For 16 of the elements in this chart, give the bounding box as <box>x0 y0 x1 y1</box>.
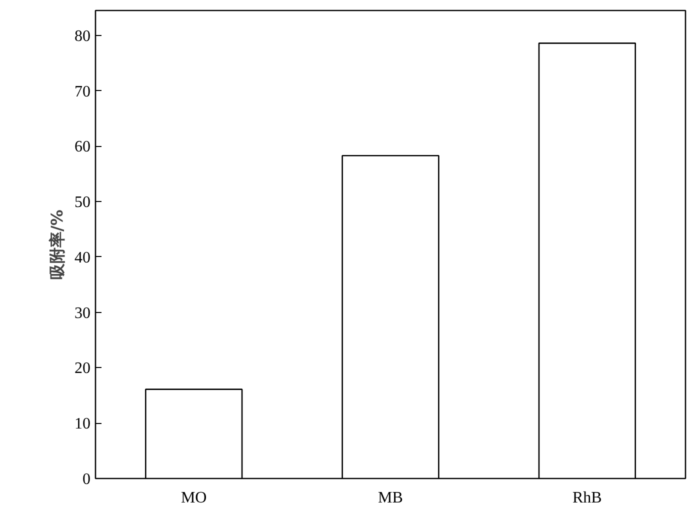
x-tick-label: RhB <box>572 490 602 506</box>
y-tick-label: 0 <box>82 471 90 488</box>
y-tick-label: 50 <box>74 194 90 212</box>
y-tick-label: 70 <box>74 83 90 100</box>
y-tick-label: 10 <box>74 416 90 433</box>
y-tick-label: 20 <box>74 360 90 378</box>
y-tick-label: 30 <box>74 304 90 322</box>
x-tick-label: MO <box>180 490 207 506</box>
y-axis-title: 吸附率/% <box>48 210 66 280</box>
y-tick-label: 60 <box>74 138 90 156</box>
y-tick-label: 40 <box>74 249 90 266</box>
bar <box>145 388 243 478</box>
x-tick-label: MB <box>378 490 403 506</box>
y-tick-label: 80 <box>74 28 90 45</box>
bar <box>342 154 440 478</box>
bar <box>538 42 636 478</box>
